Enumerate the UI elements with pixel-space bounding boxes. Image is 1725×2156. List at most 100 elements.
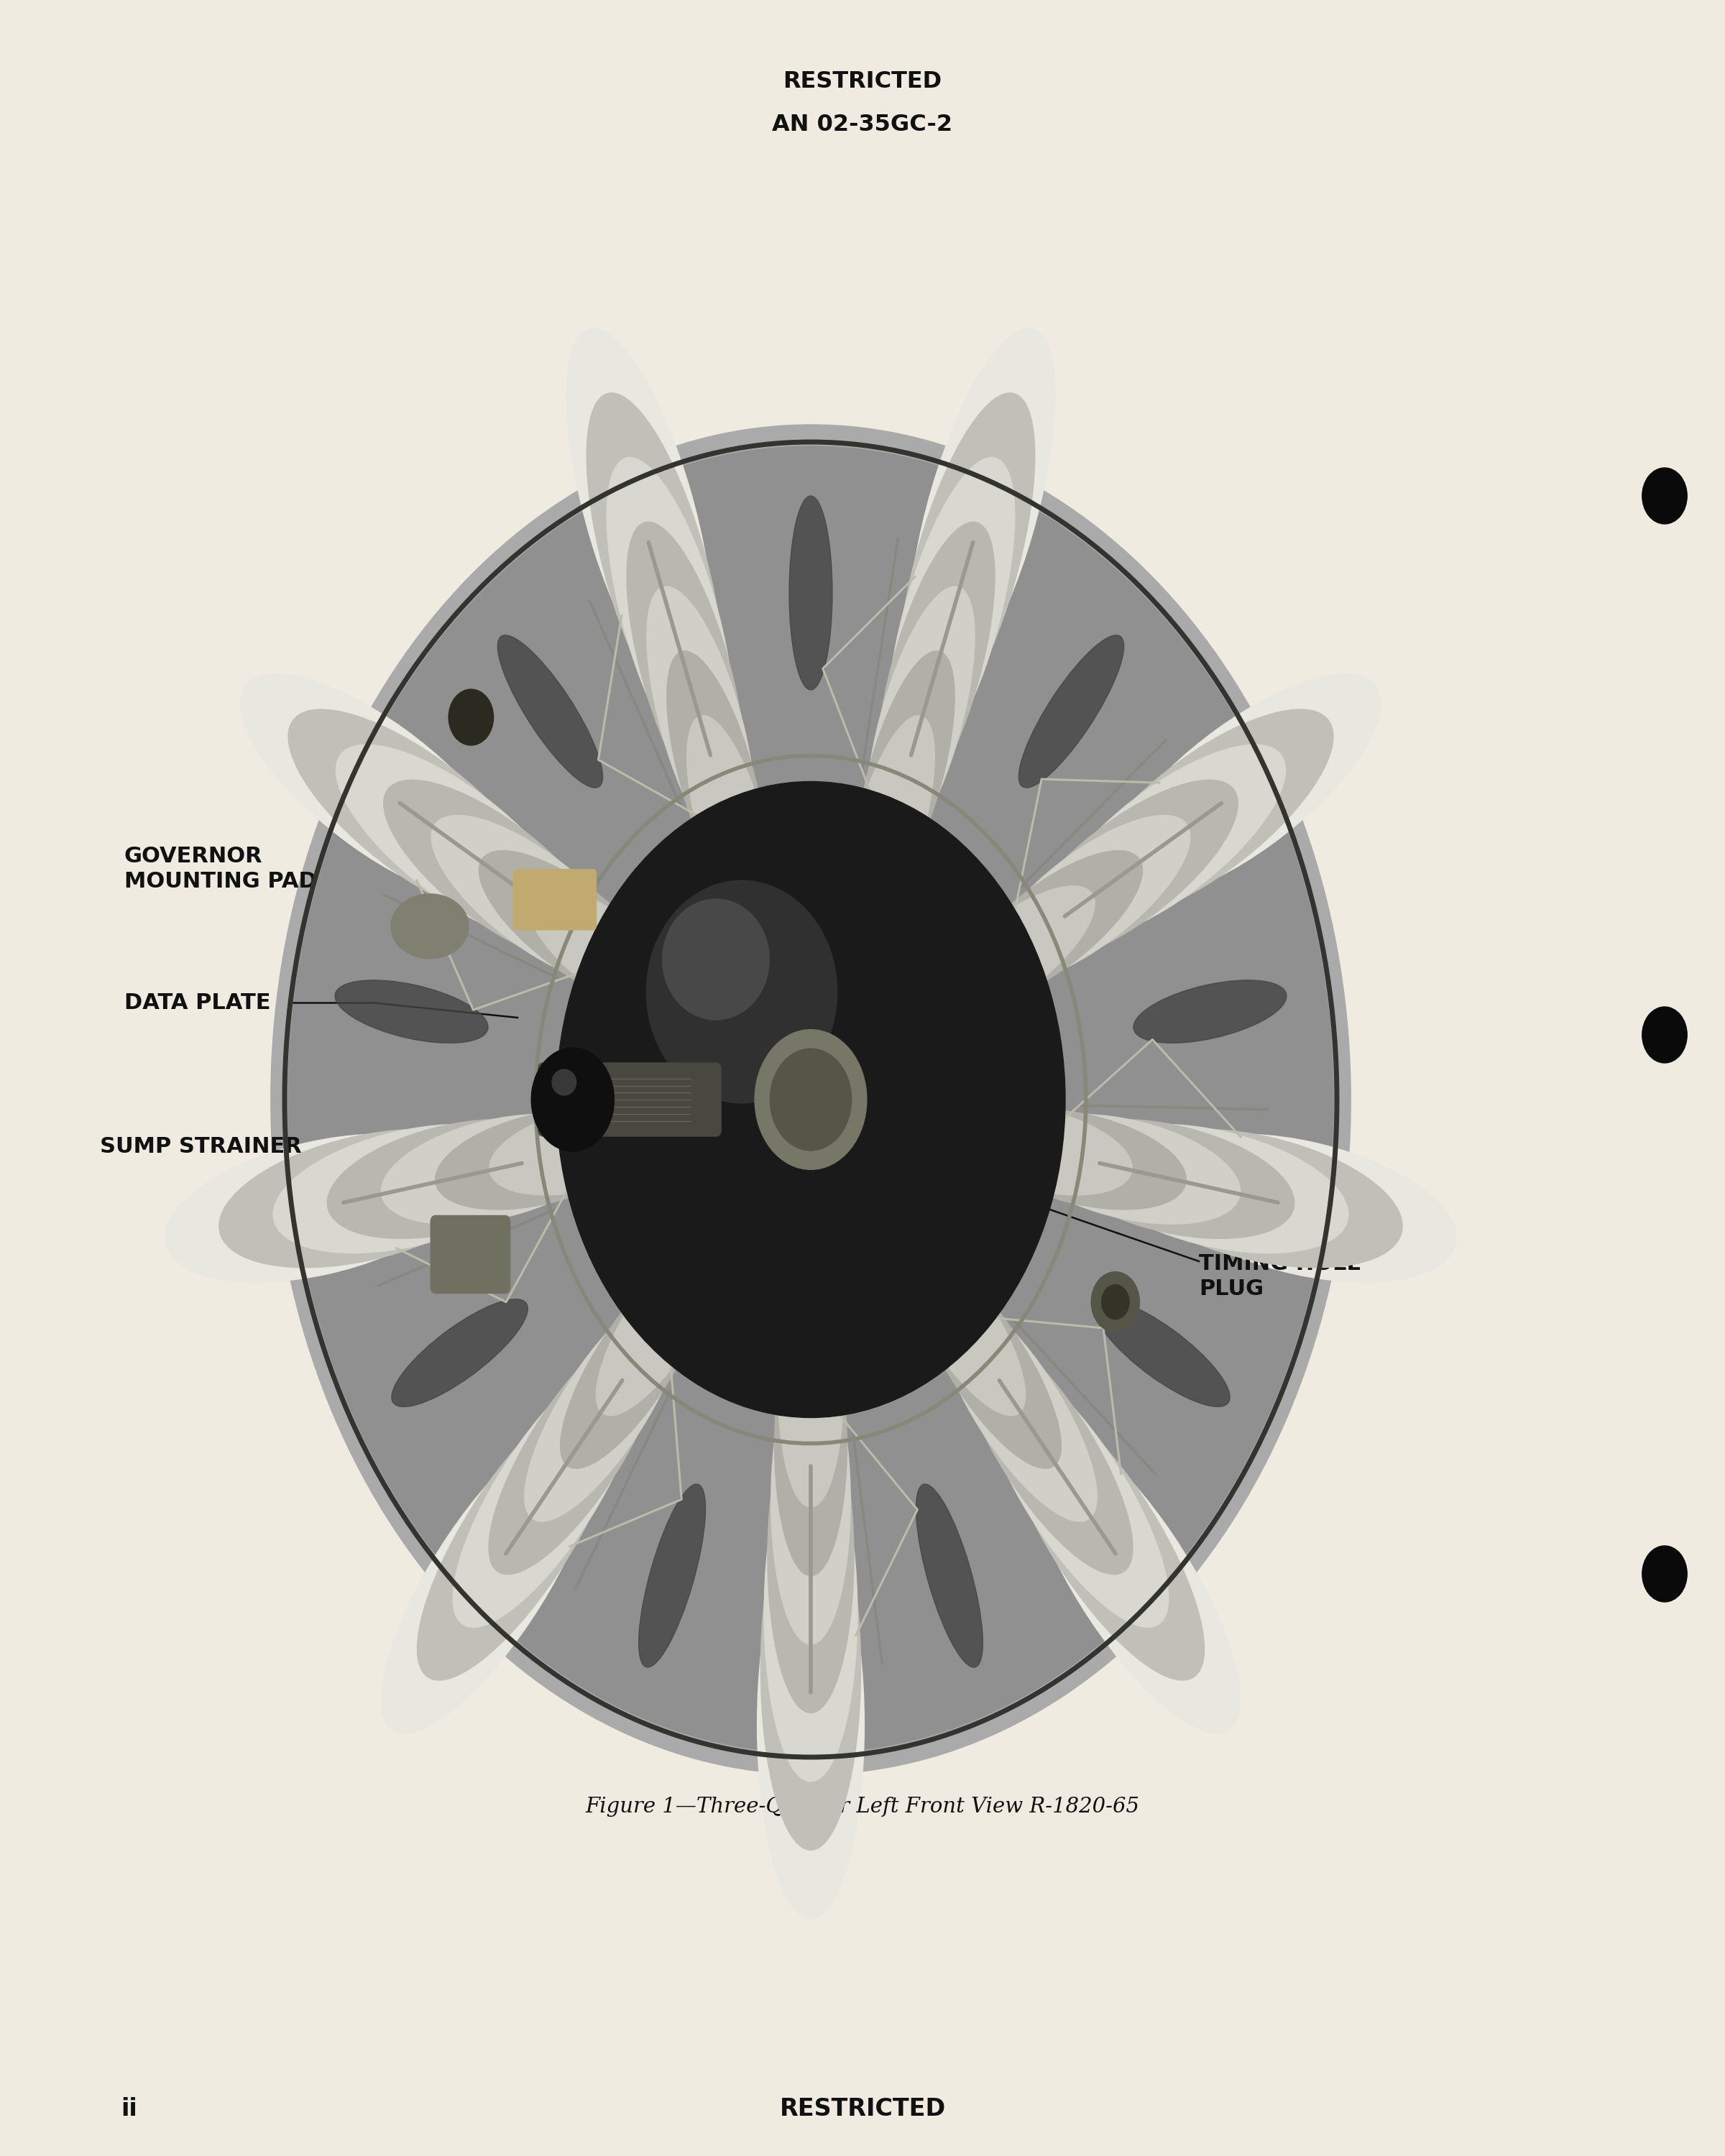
- Ellipse shape: [1094, 1300, 1230, 1406]
- Ellipse shape: [392, 1300, 528, 1406]
- Circle shape: [1102, 1285, 1130, 1319]
- Ellipse shape: [381, 1423, 597, 1733]
- Ellipse shape: [497, 636, 602, 787]
- Ellipse shape: [490, 1104, 676, 1194]
- Ellipse shape: [647, 880, 837, 1104]
- FancyBboxPatch shape: [514, 869, 597, 929]
- Ellipse shape: [1107, 675, 1382, 899]
- Ellipse shape: [888, 457, 1014, 778]
- Ellipse shape: [778, 1270, 844, 1507]
- Ellipse shape: [916, 1259, 1061, 1468]
- Ellipse shape: [1082, 1123, 1349, 1253]
- Ellipse shape: [383, 780, 604, 962]
- Ellipse shape: [1047, 1119, 1294, 1238]
- Ellipse shape: [856, 651, 954, 899]
- Text: Figure 1—Three-Quarter Left Front View R-1820-65: Figure 1—Three-Quarter Left Front View R…: [585, 1796, 1140, 1818]
- Ellipse shape: [790, 496, 833, 690]
- Circle shape: [756, 1031, 866, 1169]
- Text: GOVERNOR
MOUNTING PAD: GOVERNOR MOUNTING PAD: [124, 845, 317, 893]
- FancyBboxPatch shape: [431, 1216, 511, 1294]
- Ellipse shape: [978, 1110, 1187, 1210]
- Ellipse shape: [668, 651, 766, 899]
- Ellipse shape: [526, 886, 695, 1024]
- Ellipse shape: [435, 1110, 643, 1210]
- Ellipse shape: [957, 852, 1142, 1003]
- Circle shape: [448, 690, 493, 746]
- Ellipse shape: [552, 1069, 576, 1095]
- Ellipse shape: [638, 1483, 706, 1667]
- Ellipse shape: [417, 1391, 619, 1680]
- Ellipse shape: [587, 392, 723, 737]
- FancyBboxPatch shape: [538, 1063, 721, 1136]
- Ellipse shape: [488, 1326, 662, 1574]
- Ellipse shape: [626, 522, 745, 817]
- Ellipse shape: [1025, 1423, 1240, 1733]
- Ellipse shape: [909, 328, 1056, 696]
- Ellipse shape: [1116, 1130, 1402, 1268]
- Ellipse shape: [1019, 636, 1125, 787]
- Ellipse shape: [381, 1115, 609, 1225]
- Ellipse shape: [288, 709, 545, 921]
- Ellipse shape: [1013, 1115, 1240, 1225]
- Ellipse shape: [166, 1134, 471, 1283]
- Ellipse shape: [1151, 1134, 1456, 1283]
- Ellipse shape: [240, 675, 514, 899]
- Ellipse shape: [866, 586, 975, 858]
- Circle shape: [1092, 1272, 1140, 1332]
- Ellipse shape: [899, 392, 1035, 737]
- Ellipse shape: [845, 716, 935, 940]
- Ellipse shape: [335, 981, 488, 1044]
- Ellipse shape: [894, 1227, 1025, 1416]
- Text: DATA PLATE: DATA PLATE: [124, 992, 271, 1013]
- Ellipse shape: [273, 1123, 540, 1253]
- Circle shape: [288, 446, 1333, 1753]
- Text: RESTRICTED: RESTRICTED: [783, 71, 942, 93]
- Ellipse shape: [566, 328, 712, 696]
- Ellipse shape: [328, 1119, 574, 1238]
- Ellipse shape: [876, 522, 995, 817]
- Ellipse shape: [771, 1356, 850, 1645]
- Ellipse shape: [336, 744, 574, 942]
- Circle shape: [555, 783, 1066, 1419]
- Ellipse shape: [916, 1483, 983, 1667]
- Ellipse shape: [687, 716, 776, 940]
- Ellipse shape: [1076, 709, 1333, 921]
- Ellipse shape: [1018, 780, 1239, 962]
- Ellipse shape: [768, 1401, 854, 1712]
- Circle shape: [1642, 468, 1687, 524]
- Ellipse shape: [945, 1104, 1132, 1194]
- Ellipse shape: [480, 852, 664, 1003]
- Ellipse shape: [662, 899, 769, 1020]
- Ellipse shape: [219, 1130, 505, 1268]
- Ellipse shape: [647, 586, 756, 858]
- Ellipse shape: [607, 457, 733, 778]
- Circle shape: [271, 425, 1351, 1774]
- Circle shape: [531, 1048, 614, 1151]
- Text: ii: ii: [121, 2096, 136, 2122]
- Text: RESTRICTED: RESTRICTED: [780, 2096, 945, 2122]
- Ellipse shape: [454, 1358, 640, 1628]
- Ellipse shape: [775, 1313, 847, 1576]
- Text: TIMING HOLE
PLUG: TIMING HOLE PLUG: [1199, 1253, 1361, 1300]
- Ellipse shape: [1047, 744, 1285, 942]
- Ellipse shape: [761, 1488, 861, 1850]
- Circle shape: [769, 1048, 852, 1151]
- Circle shape: [1642, 1007, 1687, 1063]
- Ellipse shape: [982, 1358, 1168, 1628]
- Ellipse shape: [431, 815, 635, 983]
- Ellipse shape: [597, 1227, 728, 1416]
- Ellipse shape: [926, 886, 1095, 1024]
- Ellipse shape: [1133, 981, 1287, 1044]
- Ellipse shape: [987, 815, 1190, 983]
- Ellipse shape: [937, 1291, 1097, 1522]
- Text: MAGNETIC SUMP PLUG: MAGNETIC SUMP PLUG: [871, 1162, 1152, 1184]
- Ellipse shape: [959, 1326, 1133, 1574]
- Ellipse shape: [392, 895, 469, 959]
- Ellipse shape: [524, 1291, 685, 1522]
- Ellipse shape: [757, 1531, 864, 1919]
- Ellipse shape: [561, 1259, 706, 1468]
- Circle shape: [1642, 1546, 1687, 1602]
- Ellipse shape: [1002, 1391, 1204, 1680]
- Text: AN 02-35GC-2: AN 02-35GC-2: [773, 114, 952, 136]
- Ellipse shape: [764, 1445, 857, 1781]
